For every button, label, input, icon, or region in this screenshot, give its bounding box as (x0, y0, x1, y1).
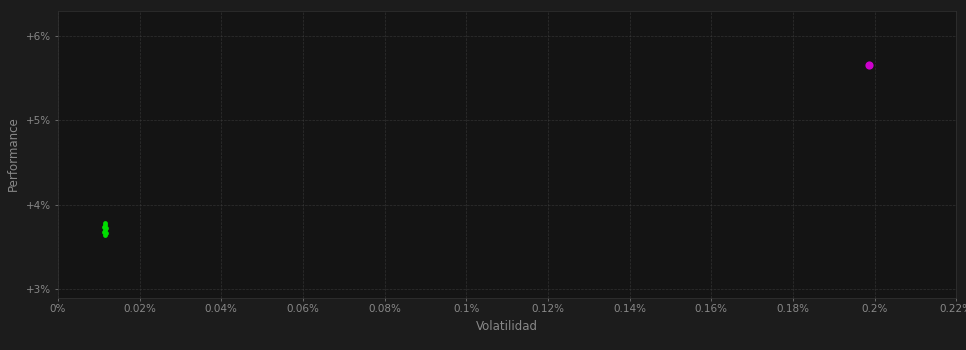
Point (98, 232, 113, 238)
Point (861, 63, 876, 68)
Point (99, 231, 114, 236)
Point (98, 225, 113, 231)
Point (96, 229, 111, 234)
Point (97, 224, 112, 229)
X-axis label: Volatilidad: Volatilidad (476, 320, 538, 333)
Point (98, 222, 113, 228)
Y-axis label: Performance: Performance (8, 117, 20, 191)
Point (97, 220, 112, 226)
Point (98, 227, 113, 233)
